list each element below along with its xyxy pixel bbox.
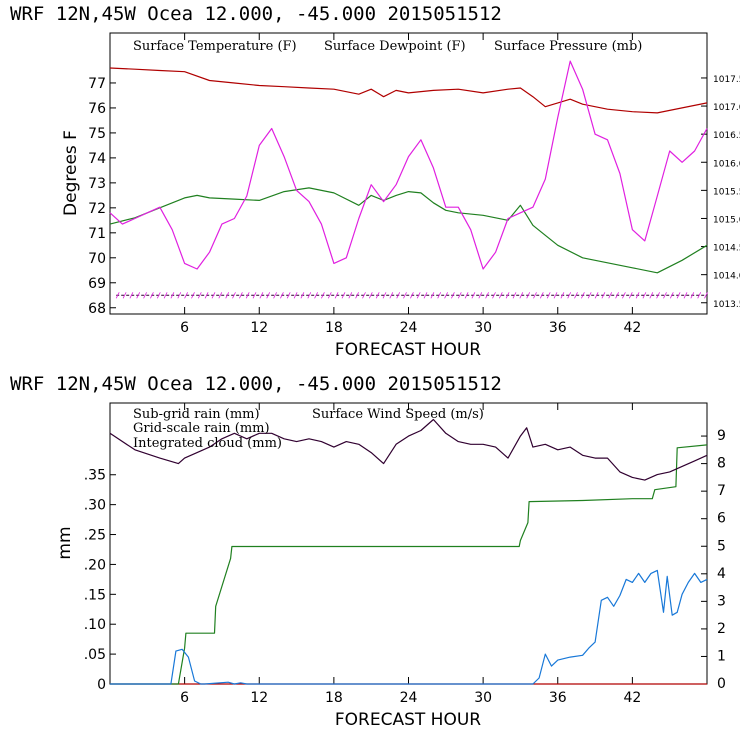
- y-tick-label-75: 75: [88, 126, 106, 142]
- x-tick-label-6: 6: [180, 320, 189, 336]
- panel-2-series: [109, 418, 708, 685]
- x-tick-label-30: 30: [474, 690, 492, 706]
- y2-tick-label-2: 2: [717, 621, 726, 637]
- y2-tick-label-7: 7: [717, 483, 726, 499]
- x-tick-label-18: 18: [325, 320, 343, 336]
- panel-2-x-ticks: 6 12 18 24 30 36 42: [180, 403, 641, 706]
- y-tick-label-77: 77: [88, 76, 106, 92]
- x-tick-label-36: 36: [549, 690, 567, 706]
- y-tick-label-72: 72: [88, 201, 106, 217]
- x-tick-label-42: 42: [623, 690, 641, 706]
- y2-tick-label-6: 6: [717, 511, 726, 527]
- panel-1-y-ticks: 68 69 70 71 72 73 74 75 76 77: [88, 76, 116, 317]
- panel-1-series: [109, 60, 708, 299]
- series-hatch-temperature-dewpoint-marker: [115, 292, 708, 299]
- y2-tick-label-1017-0: 1017.0: [713, 103, 740, 113]
- legend-surface-dewpoint: Surface Dewpoint (F): [324, 39, 466, 54]
- y-tick-label-73: 73: [88, 176, 106, 192]
- legend-grid-scale-rain: Grid-scale rain (mm): [133, 421, 270, 436]
- legend-surface-wind-speed: Surface Wind Speed (m/s): [312, 407, 484, 422]
- y-tick-label-15: .15: [84, 587, 106, 603]
- y-tick-label-74: 74: [88, 151, 106, 167]
- series-line-surface-dewpoint-f: [109, 187, 708, 274]
- y-tick-label-69: 69: [88, 276, 106, 292]
- x-tick-label-12: 12: [250, 320, 268, 336]
- y2-tick-label-3: 3: [717, 593, 726, 609]
- panel-2-y-label: mm: [55, 526, 75, 559]
- y2-tick-label-1016-0: 1016.0: [713, 159, 740, 169]
- legend-surface-pressure: Surface Pressure (mb): [494, 39, 642, 54]
- y2-tick-label-0: 0: [717, 676, 726, 692]
- x-tick-label-24: 24: [400, 690, 418, 706]
- x-tick-label-36: 36: [549, 320, 567, 336]
- panel-2-y-ticks: 0 .05 .10 .15 .20 .25 .30 .35: [84, 468, 116, 693]
- y2-tick-label-1013-5: 1013.5: [713, 300, 740, 310]
- x-tick-label-12: 12: [250, 690, 268, 706]
- x-tick-label-42: 42: [623, 320, 641, 336]
- y2-tick-label-1017-5: 1017.5: [713, 75, 740, 85]
- series-line-surface-temperature-f: [109, 67, 708, 114]
- y-tick-label-0: 0: [97, 677, 106, 693]
- y-tick-label-20: .20: [84, 557, 106, 573]
- y-tick-label-71: 71: [88, 226, 106, 242]
- y2-tick-label-9: 9: [717, 428, 726, 444]
- series-line-surface-pressure-mb: [109, 60, 708, 270]
- y2-tick-label-5: 5: [717, 538, 726, 554]
- y2-tick-label-1016-5: 1016.5: [713, 131, 740, 141]
- x-tick-label-6: 6: [180, 690, 189, 706]
- panel-2-header: WRF 12N,45W Ocea 12.000, -45.000 2015051…: [10, 373, 502, 395]
- panel-1-x-label: FORECAST HOUR: [335, 340, 481, 360]
- y-tick-label-68: 68: [88, 301, 106, 317]
- panel-1-y2-ticks: 1013.5 1014.0 1014.5 1015.0 1015.5 1016.0 1016…: [701, 75, 740, 310]
- y-tick-label-05: .05: [84, 647, 106, 663]
- panel-1-y-label: Degrees F: [61, 130, 81, 216]
- panel-1-header: WRF 12N,45W Ocea 12.000, -45.000 2015051…: [10, 3, 502, 25]
- series-line-surface-wind-speed-m-s: [109, 418, 708, 481]
- y-tick-label-70: 70: [88, 251, 106, 267]
- y-tick-label-30: .30: [84, 498, 106, 514]
- y-tick-label-25: .25: [84, 528, 106, 544]
- series-line-grid-scale-rain-mm: [110, 444, 708, 685]
- y-tick-label-10: .10: [84, 617, 106, 633]
- y2-tick-label-1015-5: 1015.5: [713, 187, 740, 197]
- y2-tick-label-4: 4: [717, 566, 726, 582]
- y-tick-label-35: .35: [84, 468, 106, 484]
- panel-2-y2-ticks: 0 1 2 3 4 5 6 7 8 9: [701, 428, 726, 692]
- y2-tick-label-1014-5: 1014.5: [713, 244, 740, 254]
- legend-integrated-cloud: Integrated cloud (mm): [133, 436, 282, 451]
- panel-2: WRF 12N,45W Ocea 12.000, -45.000 2015051…: [10, 373, 726, 730]
- y-tick-label-76: 76: [88, 101, 106, 117]
- y2-tick-label-1015-0: 1015.0: [713, 215, 740, 225]
- y2-tick-label-8: 8: [717, 456, 726, 472]
- legend-subgrid-rain: Sub-grid rain (mm): [133, 407, 260, 422]
- x-tick-label-24: 24: [400, 320, 418, 336]
- y2-tick-label-1014-0: 1014.0: [713, 272, 740, 282]
- x-tick-label-18: 18: [325, 690, 343, 706]
- panel-1: WRF 12N,45W Ocea 12.000, -45.000 2015051…: [10, 3, 740, 360]
- panel-1-x-ticks: 6 12 18 24 30 36 42: [180, 33, 641, 336]
- y2-tick-label-1: 1: [717, 648, 726, 664]
- series-line-integrated-cloud-mm: [110, 569, 708, 685]
- panel-2-x-label: FORECAST HOUR: [335, 710, 481, 730]
- x-tick-label-30: 30: [474, 320, 492, 336]
- panel-1-frame: [109, 32, 708, 315]
- legend-surface-temperature: Surface Temperature (F): [133, 39, 297, 54]
